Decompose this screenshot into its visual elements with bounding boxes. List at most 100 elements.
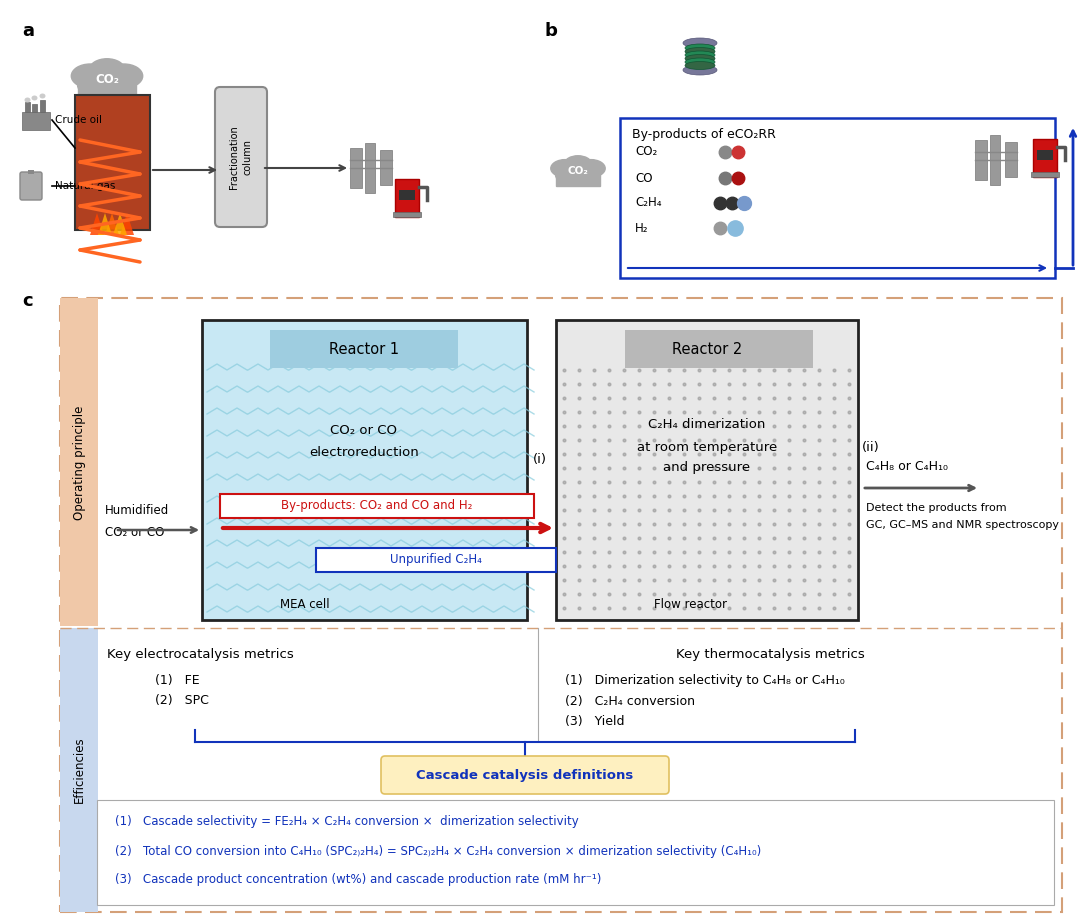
Text: and pressure: and pressure — [663, 462, 751, 475]
Text: (3)   Yield: (3) Yield — [565, 715, 624, 728]
Bar — [1031, 172, 1059, 177]
Bar — [399, 190, 415, 200]
Ellipse shape — [31, 96, 38, 100]
Text: H₂: H₂ — [635, 221, 648, 234]
Bar — [620, 118, 1055, 278]
Ellipse shape — [683, 65, 717, 75]
Ellipse shape — [685, 54, 715, 63]
Ellipse shape — [685, 51, 715, 59]
Polygon shape — [120, 213, 134, 235]
Bar — [32, 104, 37, 112]
Text: By-products: CO₂ and CO and H₂: By-products: CO₂ and CO and H₂ — [281, 500, 473, 513]
FancyBboxPatch shape — [270, 330, 458, 368]
Text: CO₂: CO₂ — [568, 166, 589, 176]
Bar — [990, 135, 1000, 185]
Text: Reactor 1: Reactor 1 — [329, 341, 400, 357]
Bar — [393, 212, 421, 217]
Bar — [40, 100, 45, 112]
Ellipse shape — [685, 58, 715, 66]
Bar — [60, 628, 98, 912]
Text: Humidified: Humidified — [105, 503, 170, 516]
FancyBboxPatch shape — [215, 87, 267, 227]
Bar — [316, 548, 556, 572]
Text: (3)   Cascade product concentration (wt%) and cascade production rate (mM hr⁻¹): (3) Cascade product concentration (wt%) … — [114, 873, 602, 886]
Text: Unpurified C₂H₄: Unpurified C₂H₄ — [390, 553, 482, 566]
Bar — [28, 170, 33, 174]
Ellipse shape — [551, 160, 580, 177]
Text: Crude oil: Crude oil — [55, 115, 102, 125]
Ellipse shape — [78, 70, 136, 100]
Text: (2)   Total CO conversion into C₄H₁₀ (SPC₂₎₂H₄) = SPC₂₎₂H₄ × C₂H₄ conversion × d: (2) Total CO conversion into C₄H₁₀ (SPC₂… — [114, 845, 761, 858]
Ellipse shape — [685, 62, 715, 69]
Text: CO₂: CO₂ — [635, 146, 658, 159]
Bar — [555, 175, 600, 186]
Text: Reactor 2: Reactor 2 — [672, 341, 742, 357]
Text: By-products of eCO₂RR: By-products of eCO₂RR — [632, 128, 775, 141]
Bar — [975, 140, 987, 180]
Text: (1)   FE: (1) FE — [156, 674, 200, 687]
Polygon shape — [98, 213, 112, 235]
Polygon shape — [90, 213, 104, 235]
Ellipse shape — [685, 44, 715, 52]
Bar — [395, 179, 419, 217]
Text: CO: CO — [635, 171, 652, 184]
Ellipse shape — [683, 38, 717, 48]
Polygon shape — [105, 213, 119, 235]
Ellipse shape — [71, 64, 109, 88]
Text: Operating principle: Operating principle — [72, 406, 85, 520]
Text: Natural gas: Natural gas — [55, 181, 116, 191]
Text: GC, GC–MS and NMR spectroscopy: GC, GC–MS and NMR spectroscopy — [866, 520, 1059, 530]
Bar — [380, 150, 392, 185]
Bar — [220, 494, 534, 518]
Text: MEA cell: MEA cell — [280, 597, 329, 610]
Text: Key thermocatalysis metrics: Key thermocatalysis metrics — [676, 648, 864, 661]
Text: a: a — [22, 22, 33, 40]
Text: Fractionation
column: Fractionation column — [229, 125, 253, 189]
Bar — [1037, 150, 1053, 160]
Text: (2)   C₂H₄ conversion: (2) C₂H₄ conversion — [565, 695, 696, 708]
Text: C₂H₄ dimerization: C₂H₄ dimerization — [648, 419, 766, 431]
Ellipse shape — [577, 160, 605, 177]
Text: b: b — [545, 22, 558, 40]
Ellipse shape — [565, 156, 592, 172]
Bar — [556, 320, 858, 620]
Text: CO₂ or CO: CO₂ or CO — [330, 423, 397, 436]
Bar — [60, 298, 98, 626]
Bar — [1032, 139, 1057, 177]
Text: Detect the products from: Detect the products from — [866, 503, 1007, 513]
Bar — [1005, 142, 1017, 177]
Bar — [202, 320, 527, 620]
Text: (1)   Dimerization selectivity to C₄H₈ or C₄H₁₀: (1) Dimerization selectivity to C₄H₈ or … — [565, 674, 845, 687]
Text: Key electrocatalysis metrics: Key electrocatalysis metrics — [107, 648, 294, 661]
Bar — [78, 85, 136, 100]
Text: C₄H₈ or C₄H₁₀: C₄H₈ or C₄H₁₀ — [866, 459, 948, 472]
Text: CO₂: CO₂ — [95, 74, 119, 87]
Bar — [25, 102, 30, 112]
Ellipse shape — [105, 64, 143, 88]
Ellipse shape — [25, 98, 30, 102]
Ellipse shape — [90, 59, 125, 81]
Text: (2)   SPC: (2) SPC — [156, 694, 208, 707]
Text: electroreduction: electroreduction — [309, 446, 419, 459]
Bar — [60, 298, 1062, 912]
Text: Efficiencies: Efficiencies — [72, 737, 85, 803]
Ellipse shape — [40, 93, 45, 99]
Text: at room temperature: at room temperature — [637, 442, 778, 455]
Bar — [365, 143, 375, 193]
FancyBboxPatch shape — [381, 756, 669, 794]
Text: C₂H₄: C₂H₄ — [635, 196, 661, 209]
Text: (1)   Cascade selectivity = FE₂H₄ × C₂H₄ conversion ×  dimerization selectivity: (1) Cascade selectivity = FE₂H₄ × C₂H₄ c… — [114, 815, 579, 828]
Bar — [97, 800, 1054, 905]
Bar — [22, 112, 50, 130]
FancyBboxPatch shape — [21, 172, 42, 200]
Bar — [75, 95, 150, 230]
Text: c: c — [22, 292, 32, 310]
Text: CO₂ or CO: CO₂ or CO — [105, 526, 164, 538]
Polygon shape — [113, 213, 127, 235]
Text: (i): (i) — [534, 454, 546, 467]
Ellipse shape — [685, 48, 715, 55]
Text: Flow reactor: Flow reactor — [653, 597, 727, 610]
FancyBboxPatch shape — [625, 330, 813, 368]
Text: (ii): (ii) — [862, 442, 880, 455]
Bar — [350, 148, 362, 188]
